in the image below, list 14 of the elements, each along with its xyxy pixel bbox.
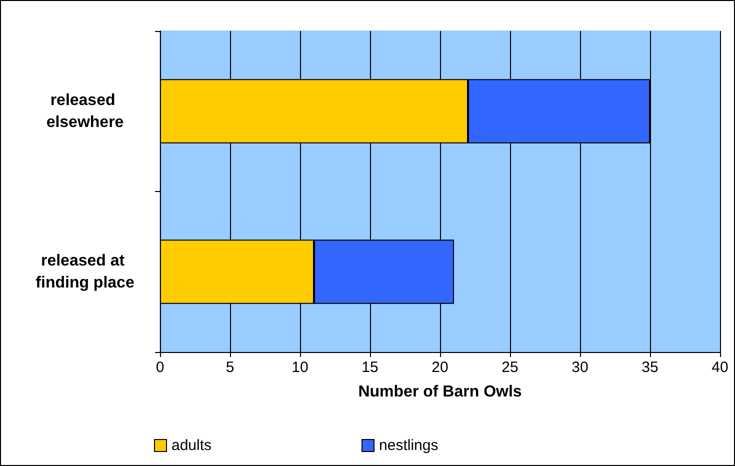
x-tick-label: 10 bbox=[292, 359, 308, 376]
x-tick-label: 20 bbox=[432, 359, 448, 376]
y-tick-label: released elsewhere bbox=[46, 92, 124, 131]
legend-label: adults bbox=[172, 437, 212, 454]
y-tick-label: released at finding place bbox=[36, 252, 134, 292]
x-tick-label: 15 bbox=[362, 359, 378, 376]
x-tick-label: 0 bbox=[156, 359, 164, 376]
x-tick-label: 5 bbox=[226, 359, 234, 376]
x-tick-label: 25 bbox=[502, 359, 518, 376]
legend-label: nestlings bbox=[379, 437, 438, 454]
x-tick-label: 35 bbox=[642, 359, 658, 376]
x-tick-label: 40 bbox=[712, 359, 728, 376]
x-axis-title: Number of Barn Owls bbox=[358, 384, 522, 400]
x-tick-label: 30 bbox=[572, 359, 588, 376]
